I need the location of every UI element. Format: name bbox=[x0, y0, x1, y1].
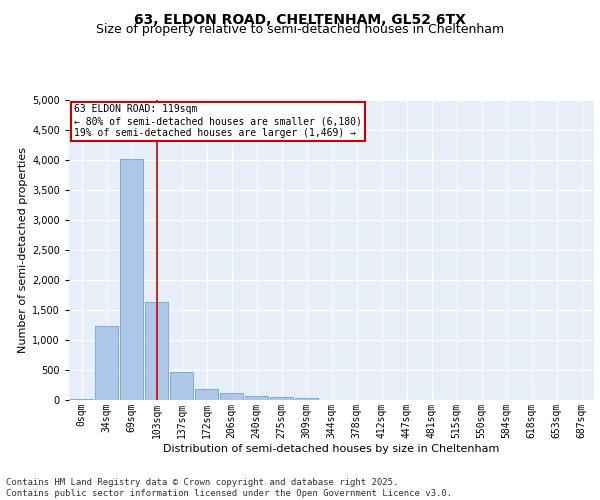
Bar bbox=[145, 302, 168, 400]
Text: 63, ELDON ROAD, CHELTENHAM, GL52 6TX: 63, ELDON ROAD, CHELTENHAM, GL52 6TX bbox=[134, 12, 466, 26]
Bar bbox=[245, 396, 268, 400]
Bar bbox=[220, 394, 243, 400]
Text: 63 ELDON ROAD: 119sqm
← 80% of semi-detached houses are smaller (6,180)
19% of s: 63 ELDON ROAD: 119sqm ← 80% of semi-deta… bbox=[74, 104, 362, 138]
Y-axis label: Number of semi-detached properties: Number of semi-detached properties bbox=[18, 147, 28, 353]
Bar bbox=[95, 326, 118, 400]
Bar bbox=[120, 159, 143, 400]
X-axis label: Distribution of semi-detached houses by size in Cheltenham: Distribution of semi-detached houses by … bbox=[163, 444, 500, 454]
Text: Size of property relative to semi-detached houses in Cheltenham: Size of property relative to semi-detach… bbox=[96, 22, 504, 36]
Text: Contains HM Land Registry data © Crown copyright and database right 2025.
Contai: Contains HM Land Registry data © Crown c… bbox=[6, 478, 452, 498]
Bar bbox=[195, 389, 218, 400]
Bar bbox=[270, 397, 293, 400]
Bar bbox=[70, 399, 93, 400]
Bar bbox=[170, 372, 193, 400]
Bar bbox=[295, 398, 318, 400]
